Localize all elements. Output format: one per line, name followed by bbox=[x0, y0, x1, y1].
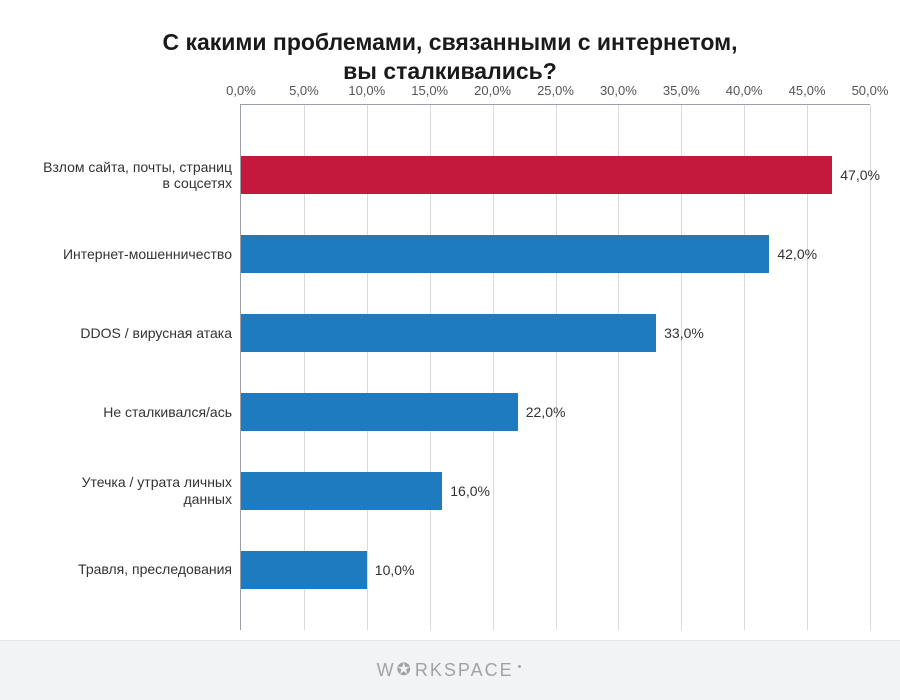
bar-value-label: 47,0% bbox=[832, 167, 880, 183]
category-label: Травля, преследования bbox=[78, 561, 232, 577]
x-tick-label: 35,0% bbox=[663, 83, 700, 98]
x-tick-label: 45,0% bbox=[789, 83, 826, 98]
brand-right: RKSPACE bbox=[415, 660, 514, 680]
title-line-2: вы сталкивались? bbox=[343, 58, 557, 84]
bar-value-label: 16,0% bbox=[442, 483, 490, 499]
x-tick-label: 15,0% bbox=[411, 83, 448, 98]
bar: 33,0% bbox=[241, 314, 656, 352]
x-tick-label: 0,0% bbox=[226, 83, 256, 98]
bar-value-label: 33,0% bbox=[656, 325, 704, 341]
bar: 22,0% bbox=[241, 393, 518, 431]
y-axis-labels: Взлом сайта, почты, страницв соцсетях Инт… bbox=[30, 104, 240, 631]
chart-container: С какими проблемами, связанными с интерн… bbox=[0, 0, 900, 640]
bar-value-label: 10,0% bbox=[367, 562, 415, 578]
category-label: Не сталкивался/ась bbox=[103, 403, 232, 419]
brand-left: W bbox=[377, 660, 396, 680]
x-tick-label: 50,0% bbox=[852, 83, 889, 98]
axes: 0,0%5,0%10,0%15,0%20,0%25,0%30,0%35,0%40… bbox=[240, 104, 870, 631]
dot-icon: • bbox=[518, 661, 524, 673]
category-label: Утечка / утрата личных данных bbox=[30, 474, 232, 506]
plot-area: Взлом сайта, почты, страницв соцсетях Инт… bbox=[30, 104, 870, 631]
x-tick-label: 20,0% bbox=[474, 83, 511, 98]
bar: 10,0% bbox=[241, 551, 367, 589]
bar-value-label: 42,0% bbox=[769, 246, 817, 262]
bar: 47,0% bbox=[241, 156, 832, 194]
x-tick-label: 10,0% bbox=[348, 83, 385, 98]
bars: 47,0% 42,0% 33,0% 22,0% 16,0% 10,0% bbox=[241, 105, 870, 631]
x-tick-label: 40,0% bbox=[726, 83, 763, 98]
bar: 42,0% bbox=[241, 235, 769, 273]
bar: 16,0% bbox=[241, 472, 442, 510]
category-label: Интернет-мошенничество bbox=[63, 246, 232, 262]
x-tick-label: 30,0% bbox=[600, 83, 637, 98]
chart-title: С какими проблемами, связанными с интерн… bbox=[50, 28, 850, 86]
bar-value-label: 22,0% bbox=[518, 404, 566, 420]
footer: W✪RKSPACE • bbox=[0, 640, 900, 700]
category-label: Взлом сайта, почты, страницв соцсетях bbox=[43, 158, 232, 190]
brand-logo: W✪RKSPACE • bbox=[377, 660, 524, 681]
x-tick-label: 25,0% bbox=[537, 83, 574, 98]
title-line-1: С какими проблемами, связанными с интерн… bbox=[162, 29, 737, 55]
x-tick-label: 5,0% bbox=[289, 83, 319, 98]
category-label: DDOS / вирусная атака bbox=[80, 324, 232, 340]
star-icon: ✪ bbox=[397, 660, 413, 680]
